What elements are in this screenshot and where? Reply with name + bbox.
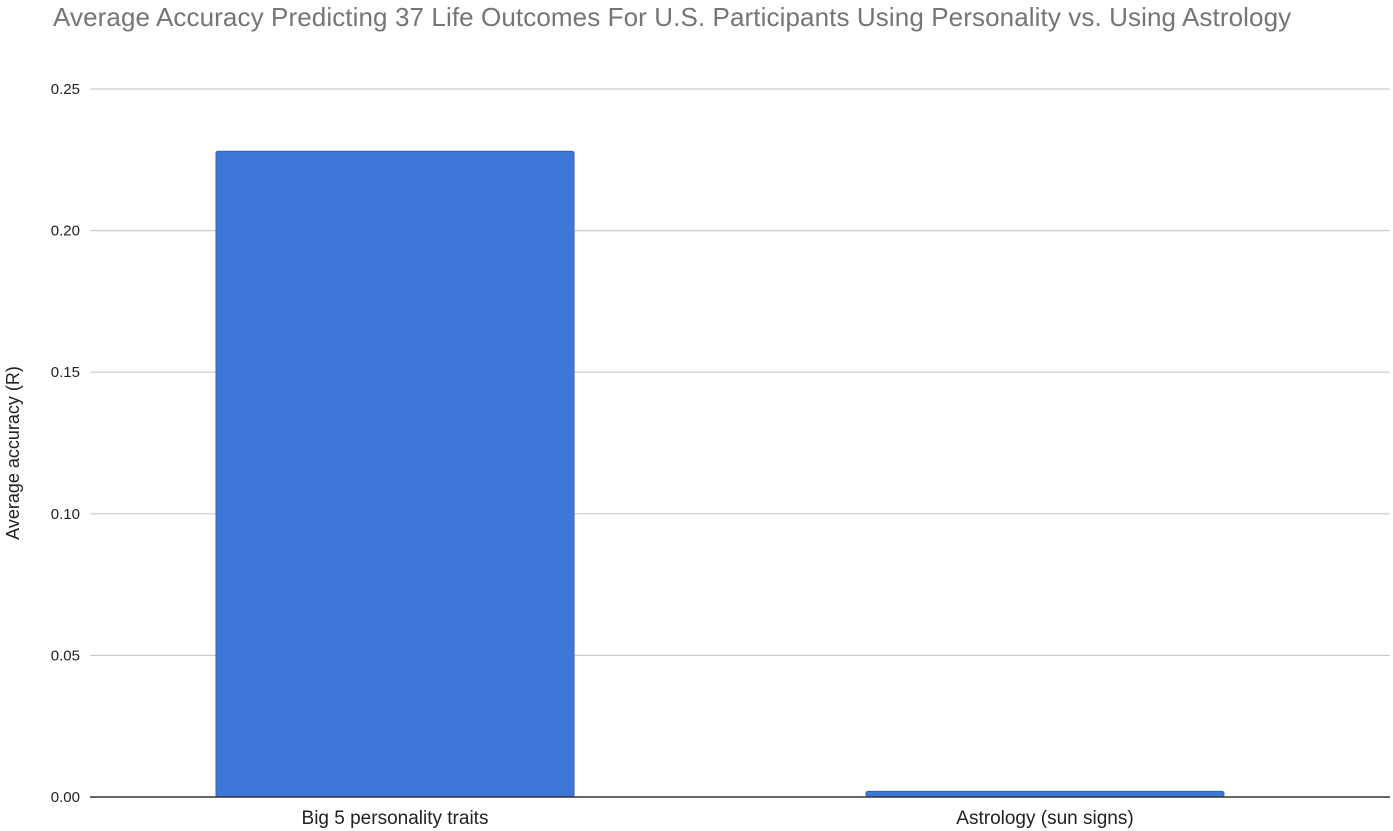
y-tick-label: 0.20: [51, 223, 80, 240]
bars: [215, 150, 1225, 798]
y-tick-label: 0.00: [51, 789, 80, 806]
y-tick-label: 0.10: [51, 506, 80, 523]
y-tick-label: 0.15: [51, 364, 80, 381]
y-tick-label: 0.05: [51, 647, 80, 664]
y-axis-title: Average accuracy (R): [3, 366, 23, 540]
x-category-label: Big 5 personality traits: [302, 808, 489, 829]
x-category-label: Astrology (sun signs): [956, 808, 1133, 829]
chart-title: Average Accuracy Predicting 37 Life Outc…: [53, 2, 1292, 32]
x-axis-labels: Big 5 personality traits Astrology (sun s…: [302, 808, 1134, 829]
y-axis-ticks: 0.00 0.05 0.10 0.15 0.20 0.25: [51, 81, 80, 806]
y-tick-label: 0.25: [51, 81, 80, 98]
bar: [215, 150, 575, 798]
bar: [865, 790, 1225, 798]
